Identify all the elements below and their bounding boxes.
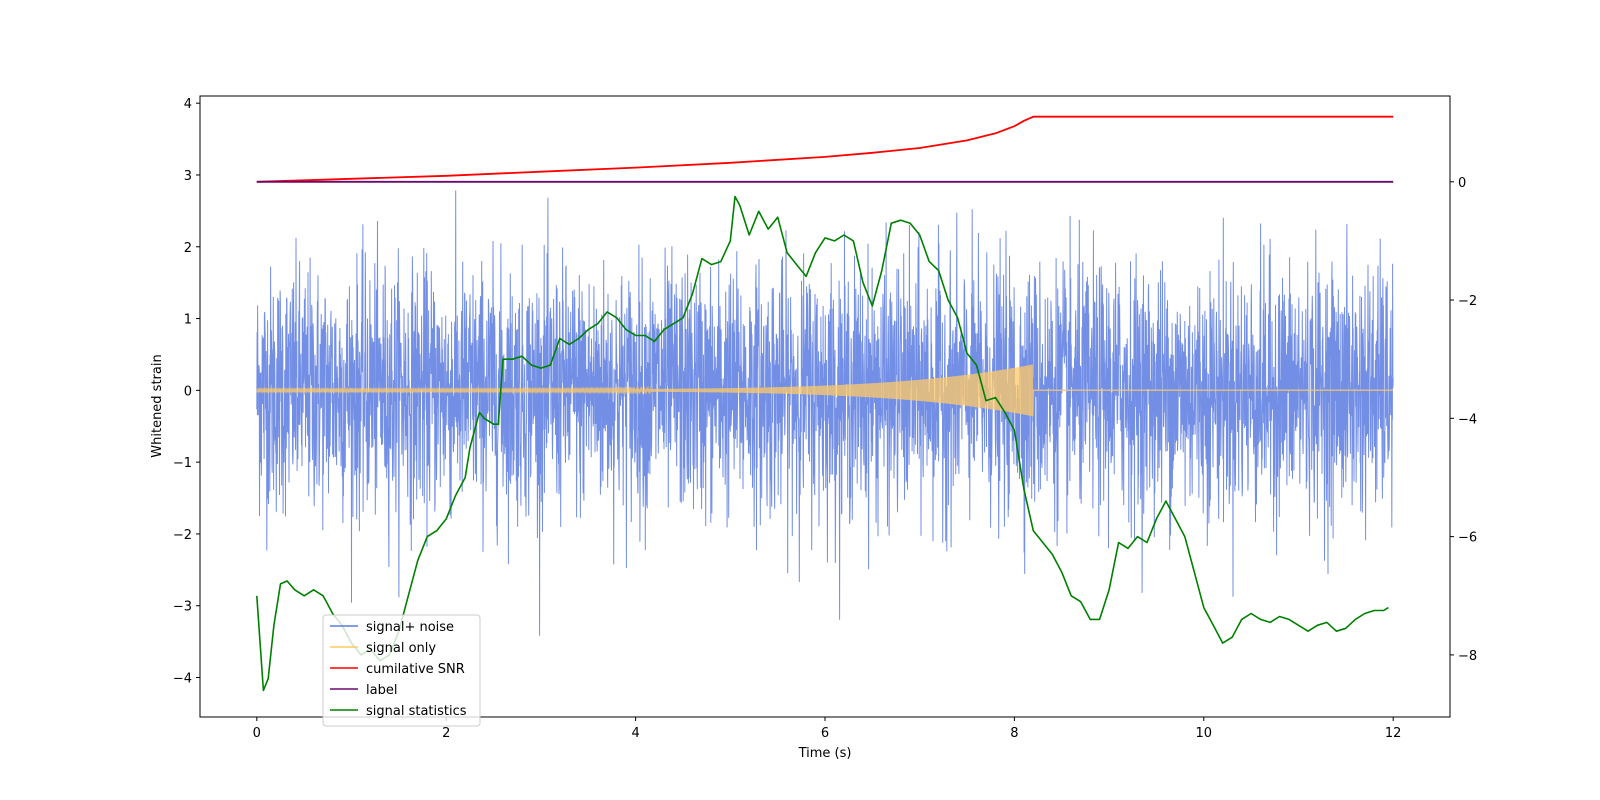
legend-item-signal-noise: signal+ noise (330, 620, 454, 635)
series-signal-statistics (256, 195, 1389, 692)
y-left-tick-label: 0 (184, 384, 192, 399)
x-tick-label: 6 (821, 726, 829, 741)
legend-item-signal-statistics: signal statistics (330, 704, 467, 719)
y-left-tick-label: 4 (184, 97, 192, 112)
y-right-tick-label: −2 (1458, 294, 1477, 309)
signal-only-line (256, 364, 1394, 417)
legend-label-signal-only: signal only (366, 641, 436, 656)
legend-item-label: label (330, 683, 397, 698)
series-cumilative-snr (256, 115, 1394, 183)
y-left-tick-label: −2 (173, 528, 192, 543)
legend-box (322, 614, 481, 727)
y-right-axis-ticks: 0 −2 −4 −6 −8 (1450, 176, 1477, 664)
y-right-tick-label: −6 (1458, 531, 1477, 546)
y-right-tick-label: 0 (1458, 176, 1466, 191)
legend-label-signal-statistics: signal statistics (366, 704, 467, 719)
signal-noise-line (256, 190, 1394, 636)
x-tick-label: 12 (1385, 726, 1402, 741)
x-tick-label: 8 (1010, 726, 1018, 741)
legend-label-signal-noise: signal+ noise (366, 620, 454, 635)
series-signal-noise (256, 190, 1394, 636)
legend-item-cumilative-snr: cumilative SNR (330, 662, 465, 677)
y-right-tick-label: −4 (1458, 412, 1477, 427)
x-axis-label: Time (s) (798, 746, 852, 761)
x-tick-label: 10 (1196, 726, 1213, 741)
y-left-axis-ticks: 4 3 2 1 0 −1 −2 −3 −4 (173, 97, 200, 687)
y-left-tick-label: 3 (184, 169, 192, 184)
y-left-tick-label: 2 (184, 241, 192, 256)
y-left-tick-label: −1 (173, 456, 192, 471)
y-right-tick-label: −8 (1458, 649, 1477, 664)
x-tick-label: 2 (442, 726, 450, 741)
series-signal-only (256, 364, 1394, 417)
y-left-tick-label: 1 (184, 313, 192, 328)
legend-label-cumilative-snr: cumilative SNR (366, 662, 465, 677)
signal-statistics-line (256, 195, 1389, 692)
y-axis-label: Whitened strain (150, 354, 165, 457)
legend-item-signal-only: signal only (330, 641, 436, 656)
legend-label-label: label (366, 683, 397, 698)
y-left-tick-label: −3 (173, 600, 192, 615)
y-left-tick-label: −4 (173, 672, 192, 687)
x-tick-label: 4 (631, 726, 639, 741)
x-tick-label: 0 (253, 726, 261, 741)
cumilative-snr-line (256, 115, 1394, 183)
legend: signal+ noise signal only cumilative SNR… (322, 614, 481, 727)
